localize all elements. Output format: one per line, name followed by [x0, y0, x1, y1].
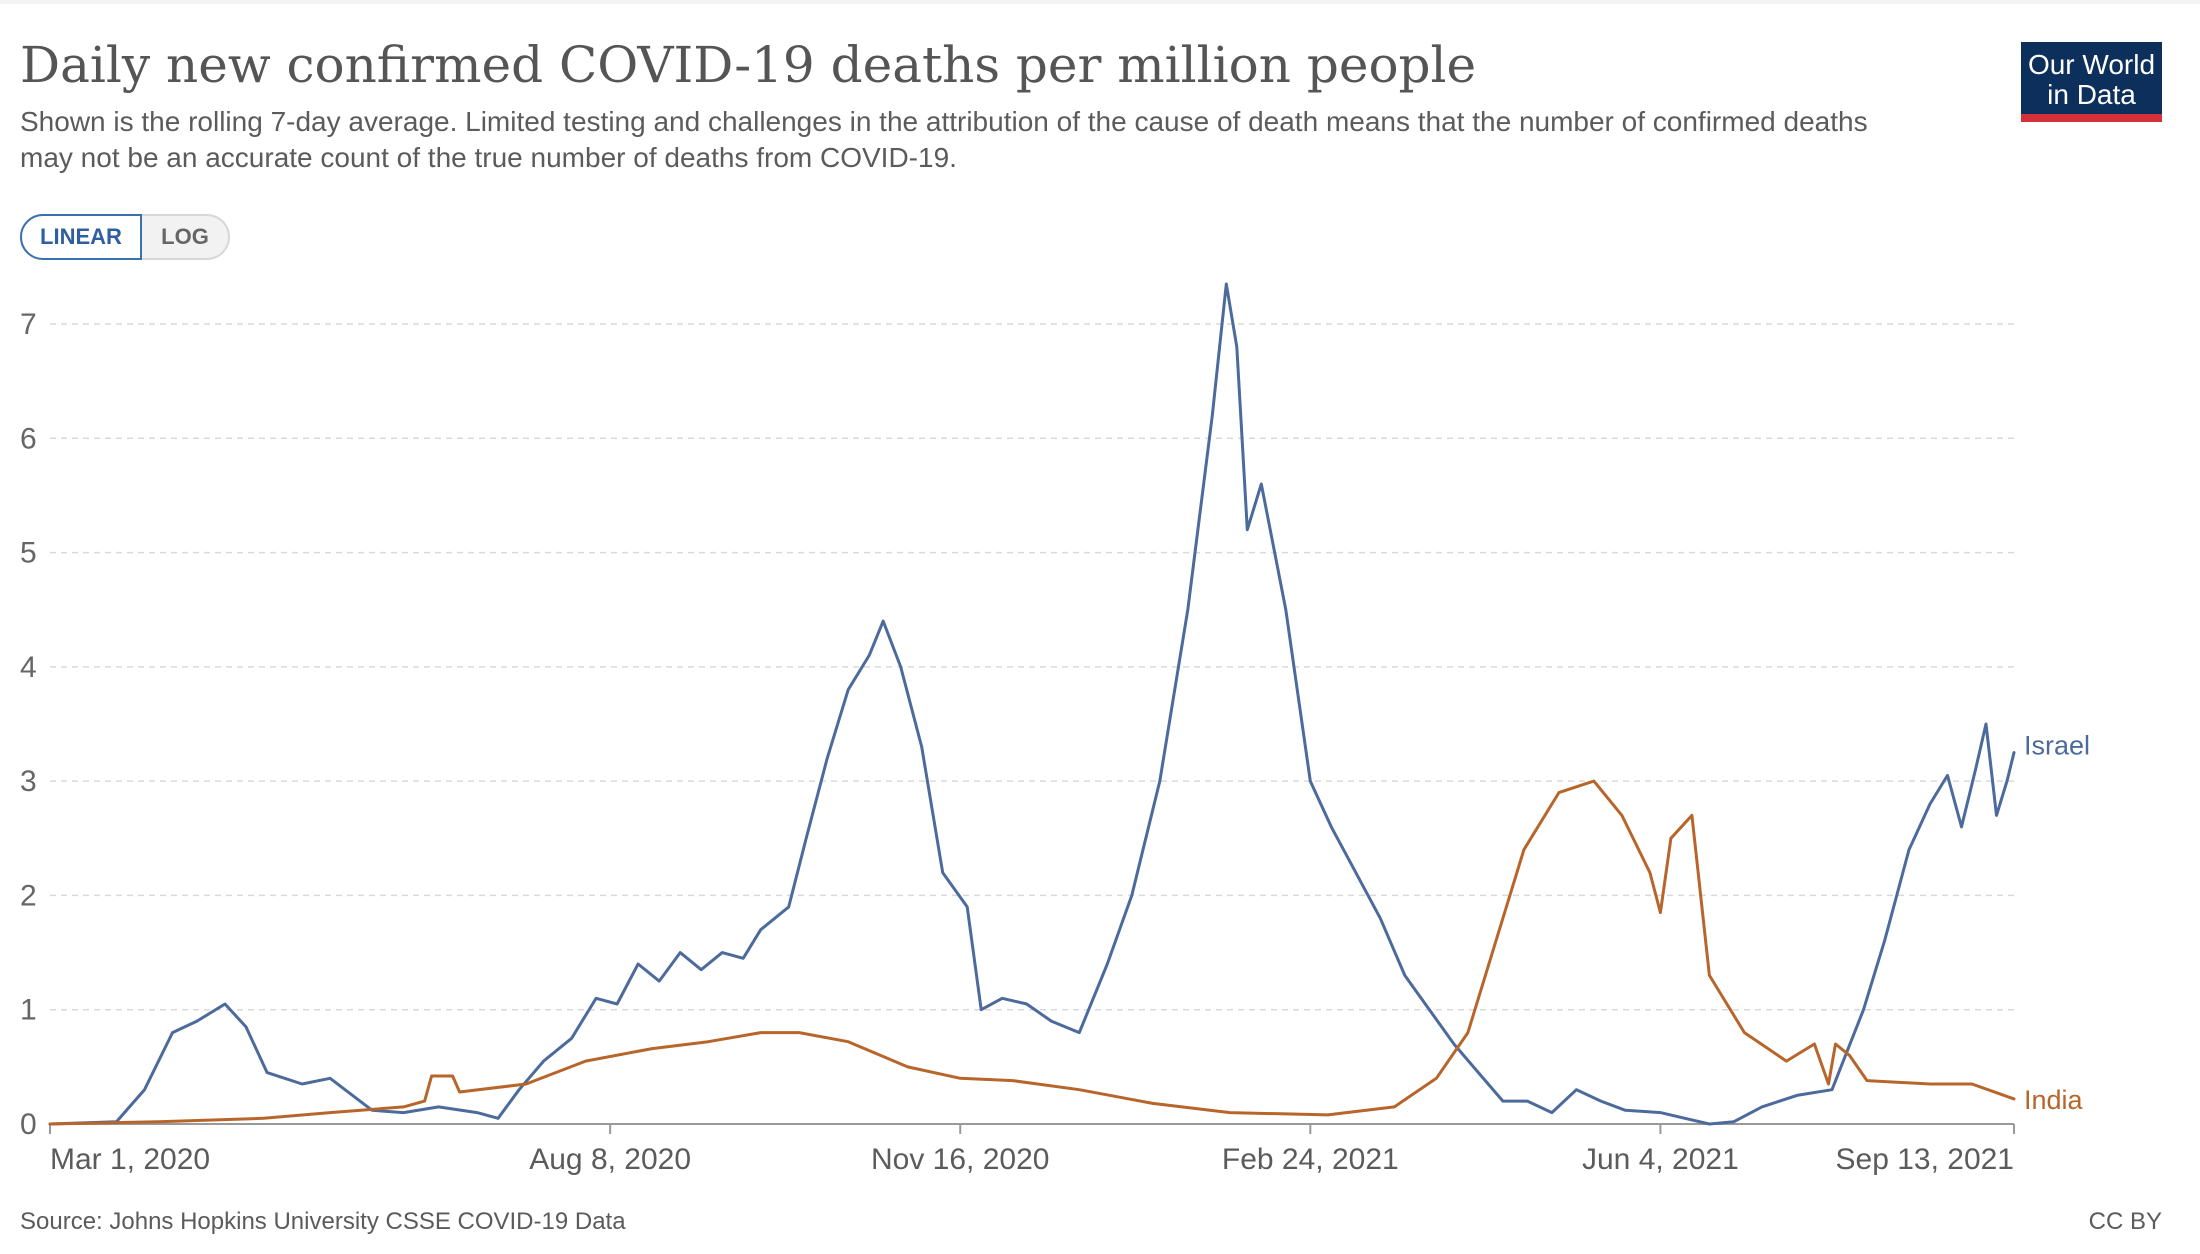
log-scale-button[interactable]: LOG — [142, 214, 230, 260]
license-link[interactable]: CC BY — [2088, 1208, 2162, 1235]
y-tick-label: 7 — [20, 308, 37, 341]
line-chart: 0 1 2 3 4 5 6 7 Mar 1, 2020 Aug 8, 2020 Nov 16, 20… — [20, 282, 2090, 1176]
series-line-israel — [48, 282, 2016, 1126]
linear-scale-button[interactable]: LINEAR — [20, 214, 142, 260]
y-tick-label: 5 — [20, 537, 37, 570]
logo-line-2: in Data — [2047, 79, 2136, 110]
scale-toggle: LINEAR LOG — [20, 214, 230, 260]
chart-subtitle: Shown is the rolling 7-day average. Limi… — [20, 106, 1868, 173]
logo-red-bar — [2021, 114, 2162, 122]
chart-title: Daily new confirmed COVID-19 deaths per … — [20, 36, 1477, 94]
source-note: Source: Johns Hopkins University CSSE CO… — [20, 1208, 626, 1235]
x-tick-label: Nov 16, 2020 — [871, 1143, 1049, 1176]
y-tick-label: 4 — [20, 651, 37, 684]
y-tick-label: 0 — [20, 1108, 37, 1141]
x-tick-label: Sep 13, 2021 — [1836, 1143, 2015, 1176]
x-tick-label: Feb 24, 2021 — [1222, 1143, 1399, 1176]
series-label-israel: Israel — [2024, 731, 2090, 761]
owid-logo[interactable]: Our World in Data — [2021, 42, 2162, 122]
series-label-india: India — [2024, 1085, 2084, 1115]
y-tick-label: 3 — [20, 765, 37, 798]
top-border — [0, 0, 2200, 4]
y-tick-label: 1 — [20, 994, 37, 1027]
series-line-india — [48, 779, 2016, 1126]
x-tick-label: Mar 1, 2020 — [50, 1143, 210, 1176]
y-tick-label: 6 — [20, 422, 37, 455]
y-tick-label: 2 — [20, 879, 37, 912]
x-tick-label: Aug 8, 2020 — [529, 1143, 691, 1176]
logo-line-1: Our World — [2027, 49, 2156, 80]
x-tick-label: Jun 4, 2021 — [1582, 1143, 1739, 1176]
